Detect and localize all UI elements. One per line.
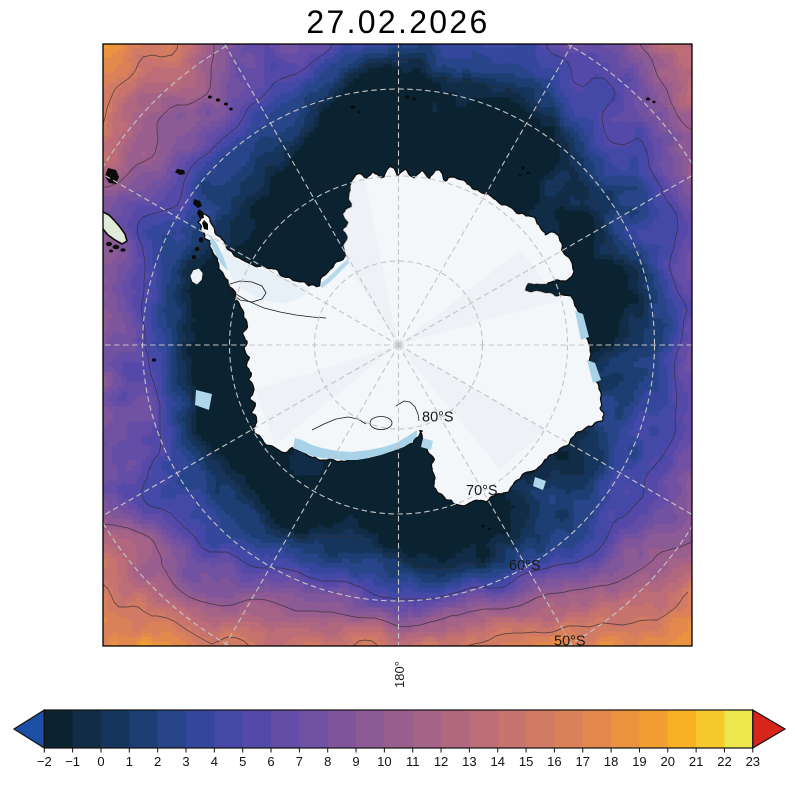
svg-text:21: 21 (689, 754, 703, 769)
svg-text:70°S: 70°S (466, 483, 498, 499)
svg-text:11: 11 (406, 754, 420, 769)
svg-text:7: 7 (296, 754, 303, 769)
svg-text:10: 10 (377, 754, 391, 769)
svg-text:5: 5 (239, 754, 246, 769)
svg-text:−1: −1 (65, 754, 80, 769)
svg-text:0: 0 (97, 754, 104, 769)
svg-text:−2: −2 (37, 754, 52, 769)
svg-text:80°S: 80°S (422, 410, 454, 426)
svg-text:2: 2 (154, 754, 161, 769)
svg-text:8: 8 (324, 754, 331, 769)
svg-text:13: 13 (462, 754, 476, 769)
svg-text:14: 14 (491, 754, 505, 769)
svg-text:15: 15 (519, 754, 533, 769)
svg-text:6: 6 (267, 754, 274, 769)
svg-text:17: 17 (576, 754, 590, 769)
svg-text:19: 19 (632, 754, 646, 769)
svg-text:50°S: 50°S (554, 634, 586, 650)
svg-text:27.02.2026: 27.02.2026 (306, 4, 489, 40)
svg-text:18: 18 (604, 754, 618, 769)
svg-text:16: 16 (547, 754, 561, 769)
svg-text:4: 4 (211, 754, 218, 769)
svg-text:180°: 180° (392, 661, 407, 688)
svg-text:23: 23 (746, 754, 760, 769)
svg-text:20: 20 (661, 754, 675, 769)
svg-text:1: 1 (126, 754, 133, 769)
svg-text:60°S: 60°S (509, 558, 541, 574)
svg-text:12: 12 (434, 754, 448, 769)
svg-text:9: 9 (352, 754, 359, 769)
svg-text:3: 3 (182, 754, 189, 769)
svg-text:22: 22 (717, 754, 731, 769)
